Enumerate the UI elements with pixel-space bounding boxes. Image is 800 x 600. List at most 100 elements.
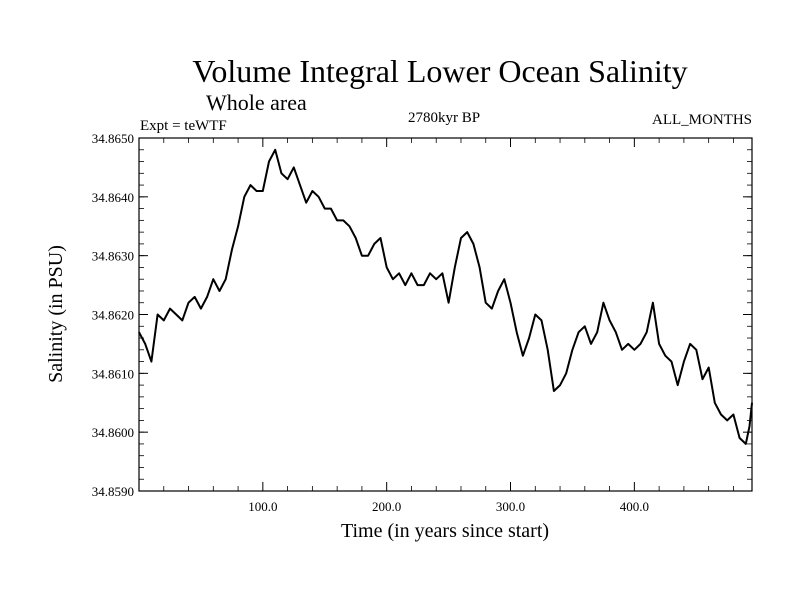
data-point — [646, 331, 648, 333]
y-axis: 34.8590 34.8600 34.8610 34.8620 34.8630 34.86… — [92, 131, 752, 499]
data-point — [658, 343, 660, 345]
experiment-label: Expt = teWTF — [140, 118, 227, 134]
y-tick-label: 34.8650 — [92, 131, 134, 146]
data-point — [745, 443, 747, 445]
data-point — [157, 313, 159, 316]
period-label: 2780kyr BP — [408, 110, 480, 126]
data-point — [305, 202, 307, 204]
data-point — [150, 361, 152, 363]
data-point — [670, 361, 673, 363]
data-point — [299, 184, 301, 186]
data-point — [466, 231, 468, 233]
data-point — [398, 272, 400, 274]
data-point — [200, 308, 202, 310]
y-tick-label: 34.8630 — [92, 249, 134, 264]
data-point — [237, 225, 239, 227]
data-point — [485, 302, 487, 304]
data-point — [386, 266, 388, 268]
data-point — [571, 349, 574, 351]
data-point — [441, 272, 443, 274]
data-point — [590, 343, 592, 345]
data-point — [138, 331, 140, 333]
data-point — [615, 331, 617, 333]
data-point — [206, 296, 208, 298]
data-point — [479, 266, 481, 268]
y-tick-label: 34.8640 — [92, 190, 134, 205]
data-point — [596, 331, 598, 333]
data-point — [361, 255, 363, 257]
data-point — [565, 372, 567, 374]
data-point — [262, 190, 264, 192]
data-point — [336, 219, 338, 221]
data-point — [454, 266, 456, 268]
data-point — [701, 378, 704, 380]
data-point — [373, 243, 375, 245]
data-point — [534, 313, 536, 316]
data-point — [621, 349, 623, 351]
data-point — [231, 249, 233, 251]
data-point — [516, 331, 518, 333]
data-point — [435, 278, 437, 280]
data-point — [225, 278, 227, 280]
data-point — [633, 349, 636, 351]
x-axis: 100.0 200.0 300.0 400.0 — [163, 138, 734, 514]
data-point — [522, 355, 524, 357]
data-point — [144, 343, 146, 345]
data-point — [256, 190, 258, 192]
data-point — [355, 237, 357, 239]
data-point — [169, 308, 171, 310]
data-point — [280, 172, 282, 174]
data-point — [664, 355, 666, 357]
data-point — [293, 166, 295, 168]
data-point — [540, 319, 543, 321]
data-point — [732, 413, 735, 416]
data-point — [367, 255, 369, 257]
data-point — [194, 296, 196, 298]
data-point — [503, 278, 505, 280]
data-point — [726, 419, 728, 421]
data-point — [175, 313, 177, 316]
data-point — [472, 243, 474, 245]
data-point — [342, 219, 344, 221]
data-point — [218, 290, 221, 292]
y-tick-label: 34.8600 — [92, 425, 134, 440]
data-point — [311, 190, 313, 192]
data-point — [324, 208, 326, 210]
data-point — [287, 178, 289, 180]
data-point — [627, 343, 629, 345]
data-point — [602, 302, 605, 304]
data-point — [163, 319, 165, 321]
data-point — [429, 272, 431, 274]
data-point — [460, 237, 462, 239]
data-point — [652, 302, 654, 304]
data-point — [423, 284, 425, 286]
data-point — [448, 302, 450, 304]
data-point — [748, 425, 751, 427]
x-tick-label: 100.0 — [248, 499, 277, 514]
data-point — [212, 278, 214, 280]
data-point — [509, 302, 512, 304]
data-point — [714, 402, 716, 404]
data-point — [689, 343, 691, 345]
data-point — [578, 331, 580, 333]
plot-frame — [138, 137, 753, 492]
data-point — [249, 184, 252, 186]
data-point — [708, 366, 710, 369]
data-point — [491, 308, 493, 310]
y-tick-label: 34.8620 — [92, 308, 134, 323]
data-point — [181, 319, 183, 321]
data-point — [677, 384, 679, 386]
data-point — [392, 278, 394, 280]
data-point — [274, 149, 276, 151]
data-point — [528, 337, 530, 339]
data-point — [559, 384, 561, 386]
data-point — [268, 160, 270, 163]
y-axis-label: Salinity (in PSU) — [45, 245, 67, 383]
salinity-series-line — [138, 148, 753, 445]
data-point — [417, 284, 419, 286]
months-label: ALL_MONTHS — [652, 112, 752, 128]
data-point — [609, 319, 611, 321]
data-point — [739, 437, 741, 439]
data-point — [410, 272, 412, 274]
